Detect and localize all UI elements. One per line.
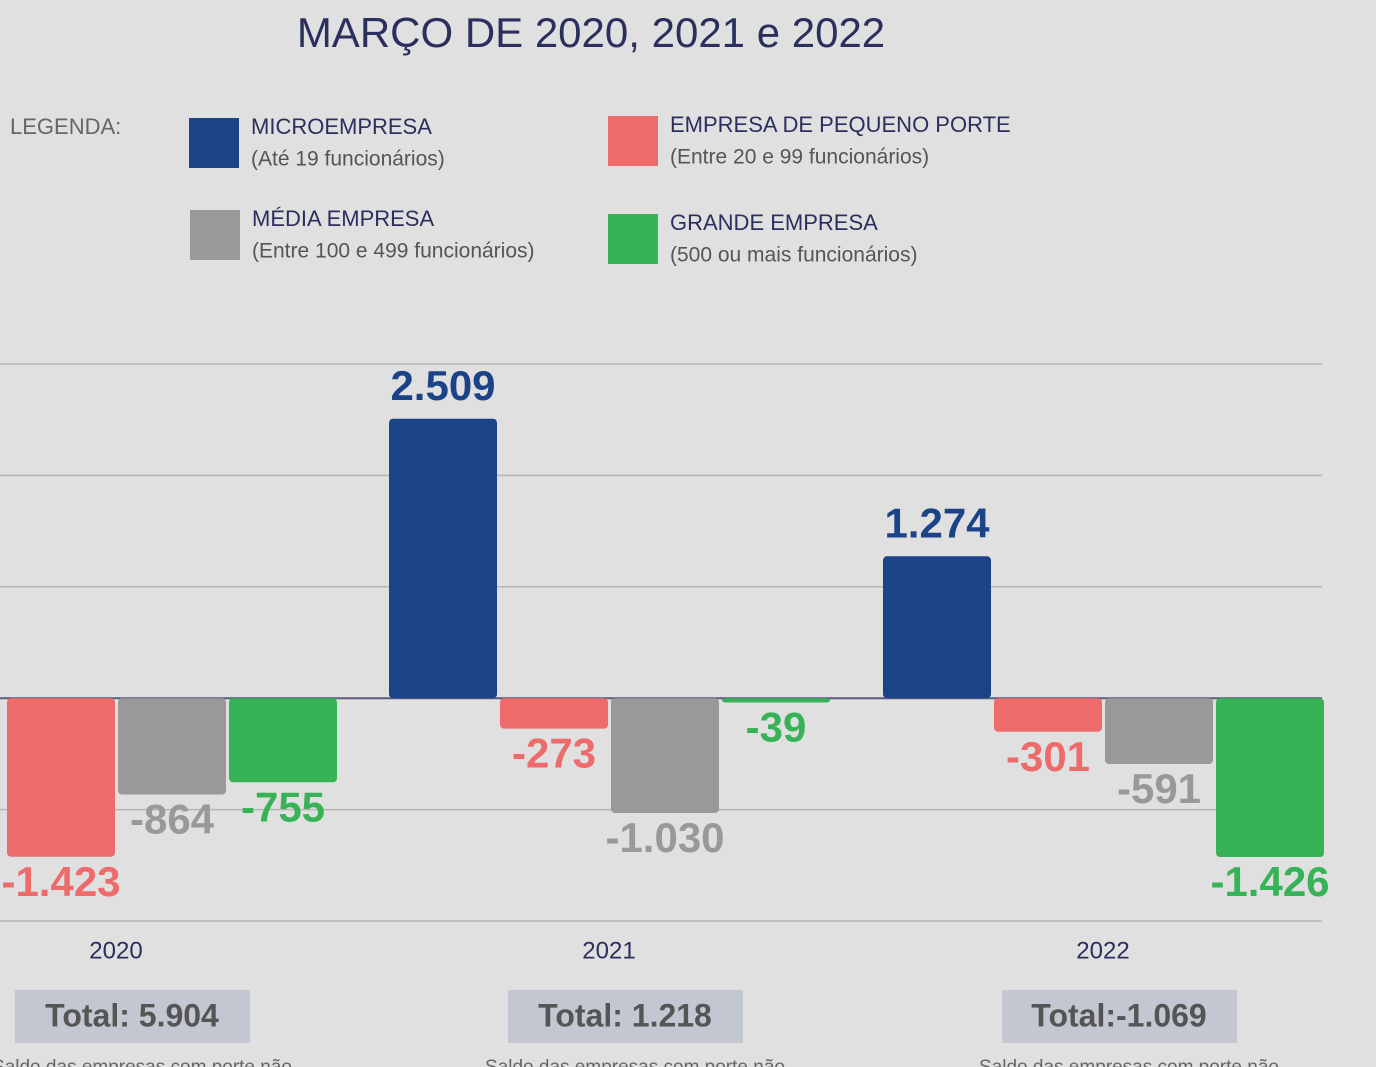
value-label: 2.509	[390, 362, 495, 409]
note: Saldo das empresas com porte não	[0, 1057, 292, 1067]
bar	[118, 698, 226, 795]
x-tick-label: 2022	[1076, 937, 1129, 964]
value-label: -1.030	[605, 814, 724, 861]
value-label: -1.423	[1, 858, 120, 905]
bar	[229, 698, 337, 783]
legend-label: GRANDE EMPRESA	[670, 210, 878, 235]
legend-label: MICROEMPRESA	[251, 114, 432, 139]
value-label: -39	[746, 704, 807, 751]
bar	[994, 698, 1102, 732]
bar	[1105, 698, 1213, 765]
value-label: -591	[1117, 765, 1201, 812]
value-label: -301	[1006, 733, 1090, 780]
legend-title: LEGENDA:	[10, 114, 121, 139]
note: Saldo das empresas com porte não	[979, 1057, 1279, 1067]
legend-label: MÉDIA EMPRESA	[252, 206, 434, 231]
bar	[500, 698, 608, 729]
bar	[611, 698, 719, 813]
bar	[389, 418, 497, 699]
legend-label: EMPRESA DE PEQUENO PORTE	[670, 112, 1011, 137]
legend-swatch	[608, 116, 658, 166]
total-label: Total: 1.218	[538, 997, 712, 1033]
total-box	[508, 990, 743, 1043]
x-tick-label: 2021	[582, 937, 635, 964]
bar	[883, 556, 991, 699]
legend-swatch	[189, 118, 239, 168]
legend-swatch	[608, 214, 658, 264]
total-box	[15, 990, 250, 1043]
value-label: -1.426	[1210, 858, 1329, 905]
value-label: -755	[241, 783, 325, 830]
x-tick-label: 2020	[89, 937, 142, 964]
bar	[722, 698, 830, 703]
bar	[1216, 698, 1324, 858]
chart-title: MARÇO DE 2020, 2021 e 2022	[297, 9, 885, 56]
bar	[7, 698, 115, 857]
legend-description: (Entre 100 e 499 funcionários)	[252, 240, 535, 263]
note: Saldo das empresas com porte não	[485, 1057, 785, 1067]
value-label: 1.274	[884, 499, 990, 546]
legend-description: (500 ou mais funcionários)	[670, 244, 917, 267]
total-box	[1002, 990, 1237, 1043]
value-label: -864	[130, 796, 215, 843]
value-label: -273	[512, 730, 596, 777]
legend-swatch	[190, 210, 240, 260]
total-label: Total: 5.904	[45, 997, 219, 1033]
legend-description: (Até 19 funcionários)	[251, 148, 445, 171]
legend-description: (Entre 20 e 99 funcionários)	[670, 146, 929, 169]
total-label: Total:-1.069	[1031, 997, 1206, 1033]
